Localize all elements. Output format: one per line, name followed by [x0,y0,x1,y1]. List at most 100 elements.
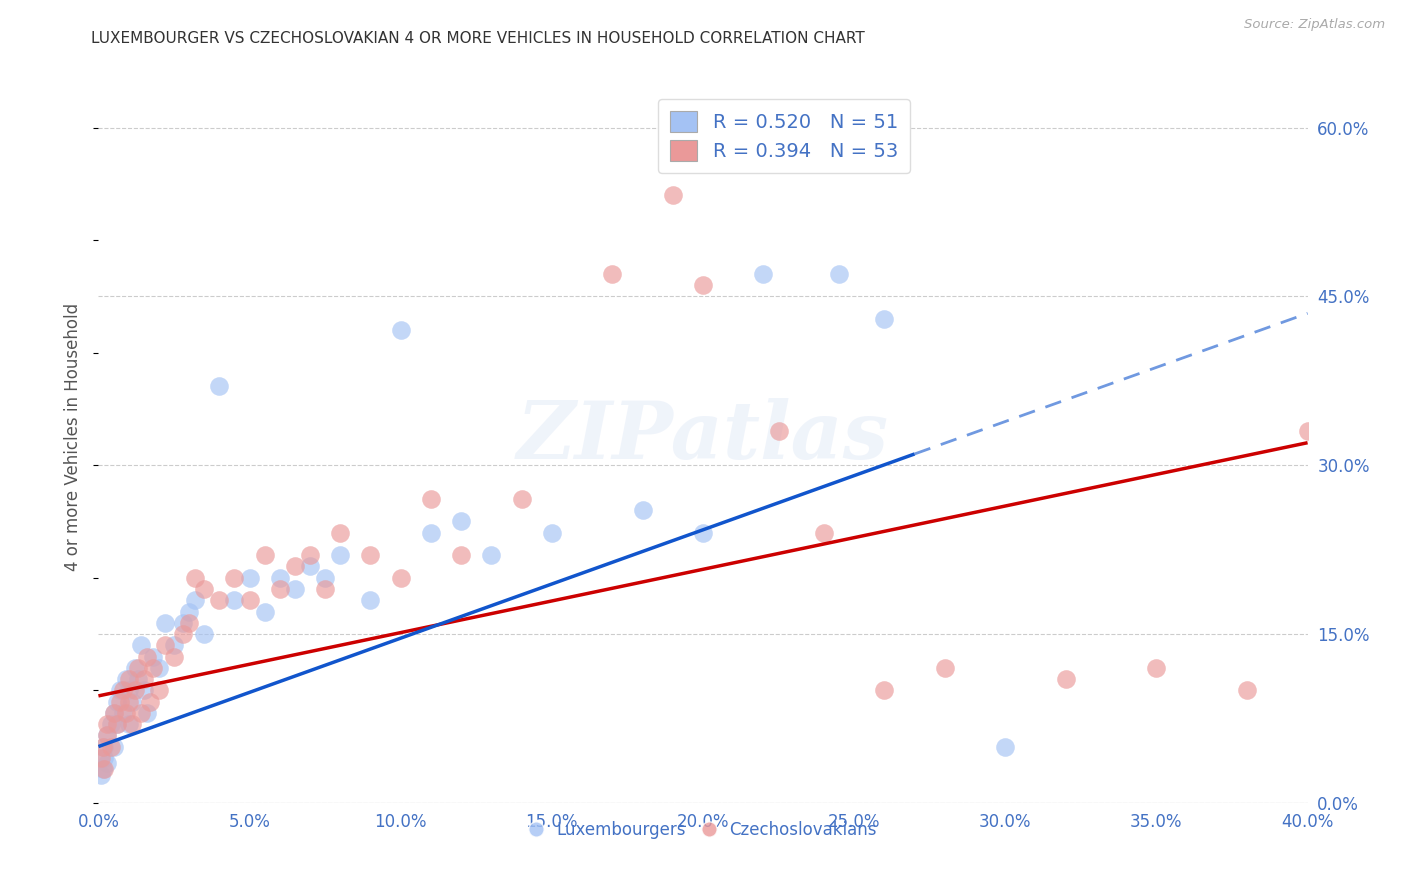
Text: Source: ZipAtlas.com: Source: ZipAtlas.com [1244,18,1385,31]
Point [224,593,246,607]
Point [602,267,624,281]
Point [184,593,207,607]
Point [108,694,131,708]
Point [111,706,134,720]
Point [124,683,146,698]
Point [114,706,136,720]
Point [132,683,155,698]
Point [329,525,352,540]
Point [163,638,186,652]
Point [329,548,352,562]
Point [96,717,118,731]
Point [269,582,291,596]
Point [179,615,201,630]
Point [540,525,562,540]
Point [420,491,443,506]
Point [91,762,114,776]
Point [127,672,149,686]
Point [284,582,307,596]
Point [103,706,125,720]
Point [111,683,134,698]
Point [93,751,115,765]
Point [934,661,956,675]
Point [179,605,201,619]
Point [828,267,851,281]
Point [389,323,412,337]
Point [752,267,775,281]
Point [90,767,112,781]
Point [253,548,276,562]
Point [114,672,136,686]
Point [692,278,714,293]
Point [139,694,162,708]
Point [1054,672,1077,686]
Point [118,717,141,731]
Point [253,605,276,619]
Point [142,661,165,675]
Point [269,571,291,585]
Point [692,525,714,540]
Y-axis label: 4 or more Vehicles in Household: 4 or more Vehicles in Household [65,303,83,571]
Point [661,188,683,202]
Text: ZIPatlas: ZIPatlas [517,399,889,475]
Point [172,615,194,630]
Point [100,717,122,731]
Point [299,559,322,574]
Text: LUXEMBOURGER VS CZECHOSLOVAKIAN 4 OR MORE VEHICLES IN HOUSEHOLD CORRELATION CHAR: LUXEMBOURGER VS CZECHOSLOVAKIAN 4 OR MOR… [91,31,865,46]
Point [153,615,176,630]
Point [100,739,122,754]
Point [1296,425,1319,439]
Point [389,571,412,585]
Point [105,717,128,731]
Point [105,694,128,708]
Point [239,571,262,585]
Point [481,548,503,562]
Point [105,717,128,731]
Point [239,593,262,607]
Point [208,593,231,607]
Point [96,756,118,771]
Point [129,706,152,720]
Point [1236,683,1258,698]
Point [163,649,186,664]
Point [208,379,231,393]
Point [450,515,472,529]
Point [91,739,114,754]
Point [193,582,215,596]
Point [93,739,115,754]
Point [118,672,141,686]
Point [360,548,382,562]
Point [450,548,472,562]
Point [129,638,152,652]
Point [314,582,336,596]
Point [631,503,654,517]
Point [193,627,215,641]
Point [284,559,307,574]
Point [813,525,835,540]
Point [121,694,143,708]
Point [118,694,141,708]
Point [90,751,112,765]
Point [1146,661,1168,675]
Point [93,762,115,776]
Point [121,717,143,731]
Point [314,571,336,585]
Point [224,571,246,585]
Point [96,728,118,742]
Point [103,706,125,720]
Point [299,548,322,562]
Point [873,683,896,698]
Point [153,638,176,652]
Point [510,491,533,506]
Point [873,312,896,326]
Point [127,661,149,675]
Point [103,739,125,754]
Point [148,661,170,675]
Point [135,649,157,664]
Point [184,571,207,585]
Legend: Luxembourgers, Czechoslovakians: Luxembourgers, Czechoslovakians [523,814,883,846]
Point [135,706,157,720]
Point [768,425,790,439]
Point [96,728,118,742]
Point [142,649,165,664]
